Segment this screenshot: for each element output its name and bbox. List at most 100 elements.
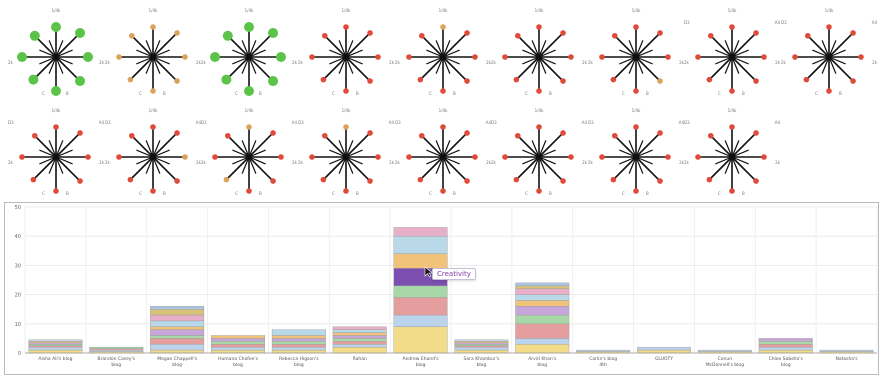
star-glyph[interactable]: 1/4k 2k 2k C B (491, 9, 587, 105)
bar-segment[interactable] (393, 314, 448, 327)
bar-segment[interactable] (637, 349, 691, 354)
star-glyph[interactable]: 1/4k 2k 2k C B D3 A4 (491, 109, 587, 205)
bar-segment[interactable] (454, 341, 509, 343)
star-glyph[interactable]: 1/4k 2k 2k C B D3 A4 (684, 9, 780, 105)
bar-segment[interactable] (454, 346, 509, 351)
star-glyph-drawing (406, 24, 478, 94)
bar-segment[interactable] (28, 346, 83, 351)
star-glyph[interactable]: 1/4k 2k 2k C B D3 A4 (588, 109, 684, 205)
bar-segment[interactable] (515, 294, 570, 301)
bar-segment[interactable] (515, 314, 570, 325)
bar-segment[interactable] (332, 326, 387, 330)
star-glyph[interactable]: 1/4k 2k 2k C B (298, 9, 394, 105)
bar-segment[interactable] (515, 338, 570, 345)
bar-segment[interactable] (89, 346, 144, 349)
bar-segment[interactable] (515, 306, 570, 316)
star-glyph[interactable]: 1/4k 2k 2k C B D3 A4 (105, 109, 201, 205)
bar-segment[interactable] (454, 345, 509, 348)
bar-segment[interactable] (515, 344, 570, 354)
bar-segment[interactable] (454, 344, 509, 346)
bar-segment[interactable] (211, 349, 265, 354)
bar-segment[interactable] (515, 300, 570, 307)
bar-segment[interactable] (28, 342, 83, 345)
bar-segment[interactable] (758, 349, 813, 354)
bar-segment[interactable] (271, 344, 326, 348)
bar-segment[interactable] (150, 329, 205, 336)
bar-segment[interactable] (28, 345, 83, 348)
star-glyph[interactable]: 1/4k 2k 2k C B (105, 9, 201, 105)
bar-segment[interactable] (211, 344, 265, 348)
x-tick-label: GLUOTY (655, 356, 673, 362)
glyph-spoke-inner (136, 56, 154, 65)
bar-segment[interactable] (28, 339, 83, 342)
bar-segment[interactable] (28, 344, 83, 346)
bar-segment[interactable] (150, 338, 205, 345)
bar-segment[interactable] (393, 285, 448, 298)
star-glyph[interactable]: 1/4k 2k 2k C B D3 A4 (298, 109, 394, 205)
star-glyph[interactable]: 1/4k 2k 2k C B D3 A4 (8, 109, 104, 205)
bar-segment[interactable] (454, 349, 509, 354)
bar-segment[interactable] (332, 341, 387, 345)
bar-segment[interactable] (758, 344, 813, 348)
star-glyph[interactable]: 1/4k 2k 2k C B D3 A4 (684, 109, 780, 205)
bar-segment[interactable] (89, 349, 144, 352)
bar-segment[interactable] (211, 341, 265, 345)
bar-segment[interactable] (819, 349, 874, 352)
bar-segment[interactable] (758, 338, 813, 342)
bar-segment[interactable] (454, 339, 509, 342)
bar-segment[interactable] (332, 329, 387, 333)
star-glyph[interactable]: 1/4k 2k 2k C B D3 A4 (201, 109, 297, 205)
bar-segment[interactable] (515, 285, 570, 289)
bar-segment[interactable] (211, 346, 265, 351)
bar-segment[interactable] (150, 306, 205, 310)
bar-segment[interactable] (89, 348, 144, 351)
bar-segment[interactable] (576, 349, 631, 352)
bar-segment[interactable] (28, 349, 83, 354)
bar-segment[interactable] (150, 314, 205, 322)
glyph-spoke-inner (538, 56, 547, 74)
bar-segment[interactable] (332, 346, 387, 354)
bar-segment[interactable] (454, 342, 509, 345)
bar-segment[interactable] (150, 344, 205, 351)
bar-segment[interactable] (332, 335, 387, 339)
bar-segment[interactable] (150, 335, 205, 339)
bar-segment[interactable] (393, 236, 448, 254)
glyph-spoke-inner (531, 140, 540, 158)
glyph-node (210, 52, 220, 62)
bar-segment[interactable] (271, 338, 326, 342)
star-glyph[interactable]: 1/4k 2k 2k C B (201, 9, 297, 105)
bar-segment[interactable] (150, 349, 205, 354)
glyph-spoke-inner (435, 40, 444, 58)
bar-segment[interactable] (393, 297, 448, 316)
bar-segment[interactable] (697, 349, 752, 352)
star-glyph[interactable]: 1/4k 2k 2k C B (8, 9, 104, 105)
bar-segment[interactable] (393, 326, 448, 354)
bar-segment[interactable] (515, 282, 570, 287)
bar-segment[interactable] (393, 253, 448, 269)
bar-segment[interactable] (271, 341, 326, 345)
bar-segment[interactable] (150, 320, 205, 327)
bar-segment[interactable] (28, 341, 83, 343)
glyph-node (182, 154, 188, 160)
star-glyph[interactable]: 1/4k 2k 2k C B D3 A4 (781, 9, 877, 105)
bar-segment[interactable] (271, 329, 326, 336)
bar-segment[interactable] (211, 338, 265, 342)
bar-segment[interactable] (515, 288, 570, 295)
bar-segment[interactable] (150, 326, 205, 330)
bar-segment[interactable] (271, 346, 326, 351)
bar-segment[interactable] (211, 335, 265, 339)
bar-segment[interactable] (271, 349, 326, 354)
star-glyph[interactable]: 1/4k 2k 2k C B (395, 9, 491, 105)
bar-segment[interactable] (637, 346, 691, 351)
bar-segment[interactable] (758, 346, 813, 351)
star-glyph[interactable]: 1/4k 2k 2k C B D3 A4 (395, 109, 491, 205)
bar-segment[interactable] (515, 323, 570, 339)
bar-segment[interactable] (271, 335, 326, 339)
bar-segment[interactable] (150, 308, 205, 316)
bar-segment[interactable] (393, 227, 448, 237)
bar-segment[interactable] (332, 344, 387, 348)
bar-segment[interactable] (332, 338, 387, 342)
bar-segment[interactable] (332, 332, 387, 336)
star-glyph[interactable]: 1/4k 2k 2k C B (588, 9, 684, 105)
bar-segment[interactable] (758, 341, 813, 345)
